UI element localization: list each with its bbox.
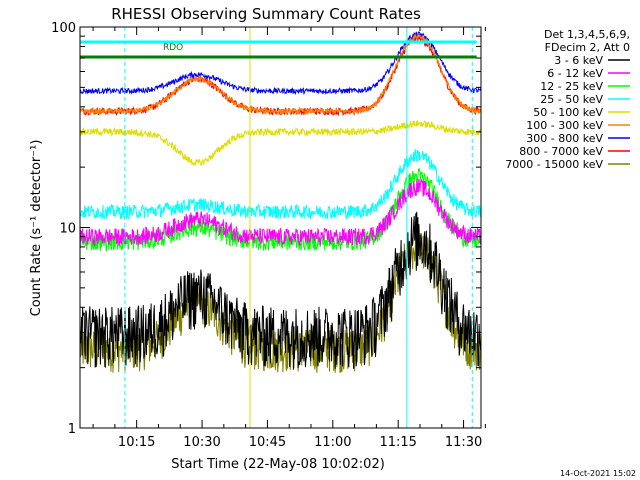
legend-label-7: 800 - 7000 keV [519, 145, 603, 158]
legend-label-8: 7000 - 15000 keV [505, 158, 603, 171]
x-tick-label-1: 10:30 [183, 435, 220, 450]
legend-label-2: 12 - 25 keV [540, 80, 603, 93]
legend-header-line2: FDecim 2, Att 0 [545, 41, 630, 54]
series-line-50-100-kev [79, 120, 482, 167]
series-layer [79, 31, 482, 373]
x-tick-label-0: 10:15 [118, 435, 155, 450]
legend: Det 1,3,4,5,6,9, FDecim 2, Att 0 3 - 6 k… [505, 28, 630, 171]
y-tick-label-0: 1 [68, 422, 76, 437]
marker-layer [80, 27, 477, 428]
series-line-6-12-kev [79, 178, 482, 246]
rdo-marker-label: RDO [163, 43, 183, 53]
y-tick-label-1: 10 [59, 222, 76, 237]
series-line-3-6-kev [79, 211, 482, 370]
x-axis-label: Start Time (22-May-08 10:02:02) [171, 457, 385, 472]
series-line-25-50-kev [79, 149, 482, 221]
timestamp: 14-Oct-2021 15:02 [560, 469, 636, 478]
legend-label-0: 3 - 6 keV [554, 54, 603, 67]
chart-title: RHESSI Observing Summary Count Rates [111, 5, 421, 23]
y-tick-label-2: 100 [51, 21, 76, 36]
legend-label-6: 300 - 800 keV [526, 132, 603, 145]
x-tick-label-2: 10:45 [249, 435, 286, 450]
y-axis-label: Count Rate (s⁻¹ detector⁻¹) [29, 140, 44, 317]
series-line-100-300-kev [79, 32, 482, 116]
x-tick-label-4: 11:15 [379, 435, 416, 450]
legend-label-3: 25 - 50 keV [540, 93, 603, 106]
tick-layer: 10:15 10:30 10:45 11:00 11:15 11:30 1 10 100 [51, 21, 486, 450]
legend-label-4: 50 - 100 keV [533, 106, 603, 119]
x-tick-label-3: 11:00 [314, 435, 351, 450]
legend-header-line1: Det 1,3,4,5,6,9, [544, 28, 630, 41]
legend-label-5: 100 - 300 keV [526, 119, 603, 132]
legend-label-1: 6 - 12 keV [547, 67, 603, 80]
x-tick-label-5: 11:30 [445, 435, 482, 450]
